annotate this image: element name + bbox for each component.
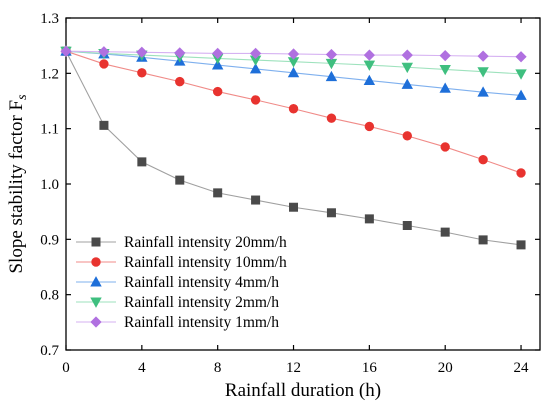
data-point bbox=[439, 82, 451, 93]
data-point bbox=[325, 70, 338, 82]
data-point bbox=[287, 48, 300, 60]
data-point bbox=[60, 45, 72, 57]
legend-marker bbox=[90, 276, 102, 287]
y-axis-title-main: Slope stability factor F bbox=[6, 100, 27, 274]
y-tick-label: 0.9 bbox=[40, 232, 59, 248]
data-point bbox=[137, 68, 147, 78]
data-point bbox=[477, 86, 489, 97]
data-point bbox=[515, 69, 527, 80]
data-point bbox=[477, 67, 489, 78]
data-point bbox=[250, 95, 261, 105]
data-point bbox=[325, 48, 338, 61]
legend-marker bbox=[90, 316, 102, 328]
data-point bbox=[440, 142, 450, 152]
legend-label: Rainfall intensity 10mm/h bbox=[124, 254, 287, 271]
data-point bbox=[401, 78, 413, 89]
x-tick-label: 8 bbox=[214, 360, 222, 376]
legend-label: Rainfall intensity 4mm/h bbox=[124, 274, 279, 291]
y-tick-label: 1.2 bbox=[40, 66, 59, 82]
data-point bbox=[401, 49, 413, 61]
x-tick-label: 20 bbox=[438, 360, 453, 376]
data-point bbox=[363, 49, 375, 61]
data-point bbox=[212, 86, 223, 97]
x-tick-label: 16 bbox=[362, 360, 378, 376]
data-point bbox=[326, 113, 337, 123]
data-point bbox=[175, 175, 185, 185]
legend-marker bbox=[91, 237, 101, 247]
y-tick-label: 1.1 bbox=[40, 122, 59, 138]
series-line bbox=[65, 50, 522, 246]
data-point bbox=[439, 50, 451, 62]
legend-label: Rainfall intensity 2mm/h bbox=[124, 294, 279, 311]
data-point bbox=[326, 208, 336, 218]
y-tick-label: 1.0 bbox=[40, 177, 59, 193]
legend-marker bbox=[90, 297, 102, 308]
legend-label: Rainfall intensity 1mm/h bbox=[124, 314, 279, 331]
data-point bbox=[515, 51, 527, 63]
data-point bbox=[477, 50, 489, 62]
legend-label: Rainfall intensity 20mm/h bbox=[124, 234, 287, 251]
data-point bbox=[99, 120, 109, 130]
y-axis-title-subscript: s bbox=[15, 94, 30, 100]
legend-item: Rainfall intensity 1mm/h bbox=[76, 314, 279, 331]
data-point bbox=[439, 65, 451, 76]
data-point bbox=[249, 63, 262, 74]
data-point bbox=[440, 227, 450, 237]
y-tick-label: 0.7 bbox=[40, 343, 59, 359]
data-point bbox=[401, 62, 413, 74]
data-point bbox=[287, 66, 300, 78]
data-point bbox=[137, 157, 147, 167]
data-point bbox=[98, 46, 110, 58]
data-point bbox=[249, 47, 262, 60]
data-point bbox=[212, 47, 224, 60]
x-tick-label: 24 bbox=[514, 360, 530, 376]
data-point bbox=[174, 47, 186, 59]
data-point bbox=[175, 76, 185, 87]
data-point bbox=[289, 202, 299, 212]
legend: Rainfall intensity 20mm/h Rainfall intens… bbox=[76, 234, 287, 331]
data-point bbox=[515, 89, 527, 100]
data-point bbox=[364, 214, 374, 224]
legend-item: Rainfall intensity 10mm/h bbox=[76, 254, 287, 271]
data-point bbox=[402, 131, 412, 141]
x-tick-label: 4 bbox=[138, 360, 146, 376]
legend-marker bbox=[91, 257, 101, 267]
data-point bbox=[251, 195, 261, 205]
data-point bbox=[363, 60, 376, 71]
data-point bbox=[364, 121, 375, 132]
x-tick-label: 0 bbox=[62, 360, 70, 376]
data-point bbox=[478, 235, 488, 245]
data-point bbox=[516, 168, 526, 178]
legend-item: Rainfall intensity 20mm/h bbox=[76, 234, 287, 251]
data-point bbox=[211, 59, 224, 70]
data-point bbox=[99, 59, 109, 69]
x-tick-label: 12 bbox=[286, 360, 301, 376]
y-tick-label: 0.8 bbox=[40, 288, 59, 304]
series-5 bbox=[60, 45, 527, 63]
data-point bbox=[213, 188, 223, 198]
legend-item: Rainfall intensity 2mm/h bbox=[76, 294, 279, 311]
data-point bbox=[478, 154, 488, 165]
series-1 bbox=[61, 46, 526, 250]
y-tick-label: 1.3 bbox=[40, 11, 59, 27]
data-point bbox=[402, 221, 412, 231]
data-point bbox=[136, 46, 148, 58]
data-point bbox=[363, 74, 376, 85]
data-point bbox=[516, 240, 526, 250]
data-point bbox=[288, 104, 299, 114]
x-axis-title: Rainfall duration (h) bbox=[225, 380, 381, 401]
legend-item: Rainfall intensity 4mm/h bbox=[76, 274, 279, 291]
y-axis-title: Slope stability factor Fs bbox=[6, 94, 30, 274]
